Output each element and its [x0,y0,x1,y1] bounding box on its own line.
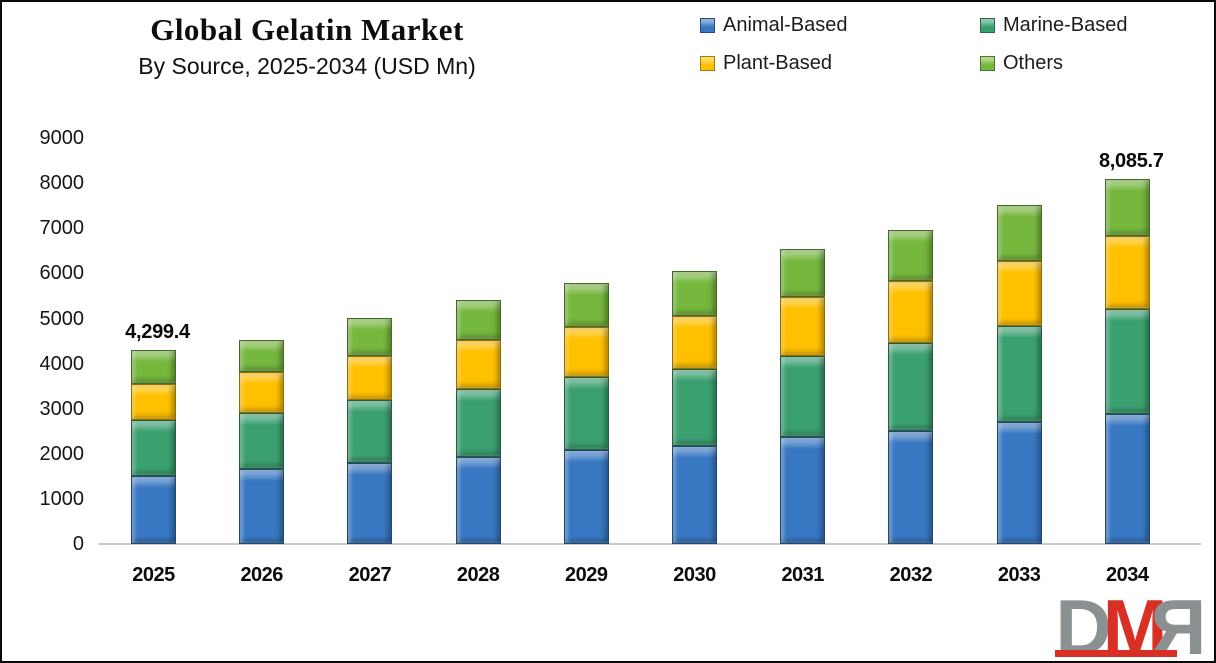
x-axis-label-2027: 2027 [348,564,392,586]
bar-segment-others [780,249,826,298]
bar-2028 [455,299,501,544]
legend-label: Marine-Based [1003,14,1128,36]
bar-segment-marine-based [996,326,1042,423]
legend-label: Others [1003,52,1064,74]
bar-segment-plant-based [996,261,1042,327]
bar-segment-animal-based [347,462,393,544]
chart-title: Global Gelatin Market [150,12,464,47]
legend-swatch-icon [700,56,715,71]
bar-segment-animal-based [563,449,609,544]
bar-segment-animal-based [131,475,176,544]
y-axis-tick-label: 9000 [39,127,85,150]
bar-segment-plant-based [131,383,176,421]
y-axis-tick-label: 3000 [39,397,85,420]
x-axis-label-2033: 2033 [997,564,1041,586]
bar-segment-plant-based [780,297,826,356]
bar-2030 [672,270,717,544]
chart-subtitle: By Source, 2025-2034 (USD Mn) [138,53,476,79]
y-axis-tick-label: 6000 [39,262,85,285]
bar-segment-others [455,299,501,340]
bar-segment-plant-based [239,372,285,413]
x-axis-label-2026: 2026 [240,564,283,586]
legend-label: Animal-Based [723,14,848,36]
bar-segment-others [672,270,717,316]
bar-2033 [996,205,1042,544]
legend-label: Plant-Based [723,52,832,74]
bar-segment-others [888,229,934,282]
bar-segment-marine-based [1104,309,1150,414]
bar-segment-plant-based [888,281,934,344]
y-axis-tick-label: 4000 [39,352,85,375]
x-axis-label-2025: 2025 [132,564,175,586]
x-axis-label-2029: 2029 [565,564,608,586]
bar-segment-others [1104,179,1150,236]
x-axis-label-2031: 2031 [781,564,824,586]
bar-2026 [239,339,285,544]
bar-segment-animal-based [672,446,717,544]
bar-segment-animal-based [1104,413,1150,544]
bar-segment-marine-based [131,420,176,476]
bar-segment-others [563,283,609,328]
bar-segment-marine-based [563,377,609,450]
legend-swatch-icon [700,18,715,33]
y-axis-tick-label: 7000 [39,217,85,240]
bar-segment-marine-based [455,389,501,457]
bar-segment-others [131,350,176,384]
bar-segment-marine-based [672,369,717,447]
bar-segment-marine-based [888,343,934,432]
data-label-2034: 8,085.7 [1098,150,1164,173]
bar-segment-plant-based [672,315,717,369]
x-axis-label-2030: 2030 [673,564,716,586]
legend-item-animal-based: Animal-Based [700,14,980,37]
bar-2025 [131,350,176,544]
bar-segment-plant-based [455,339,501,390]
dmr-logo-red-bar [1055,650,1178,657]
bar-2029 [563,283,609,544]
x-axis-label-2034: 2034 [1106,564,1149,586]
bar-segment-animal-based [888,431,934,544]
dmr-logo: D M R [1055,583,1206,663]
y-axis-tick-label: 0 [72,533,84,555]
bar-segment-others [239,339,285,373]
legend-item-plant-based: Plant-Based [700,52,980,75]
bar-segment-animal-based [239,469,285,544]
y-axis-tick-label: 5000 [39,307,85,330]
bar-segment-plant-based [347,355,393,400]
bar-segment-marine-based [239,412,285,470]
bar-2031 [780,249,826,544]
logo-letter-d: D [1055,583,1111,663]
bar-segment-animal-based [996,422,1042,544]
bar-2027 [347,318,393,544]
bar-segment-plant-based [1104,235,1150,310]
bar-2034 [1104,179,1150,544]
legend-item-marine-based: Marine-Based [980,14,1128,37]
legend-item-others: Others [980,52,1128,75]
title-block: Global Gelatin Market By Source, 2025-20… [100,12,514,80]
x-axis-label-2028: 2028 [456,564,500,586]
bar-2032 [888,229,934,544]
bar-segment-plant-based [563,327,609,378]
data-label-2025: 4,299.4 [125,321,190,344]
y-axis-tick-label: 2000 [39,442,85,465]
bar-segment-animal-based [780,437,826,544]
logo-letter-m: M [1102,583,1168,663]
bar-segment-others [347,318,393,356]
x-axis-line [99,543,1201,545]
bar-segment-others [996,205,1042,262]
legend: Animal-Based Marine-Based Plant-Based Other… [700,14,1128,75]
y-axis-tick-label: 1000 [39,487,85,510]
x-axis-label-2032: 2032 [889,564,933,586]
dmr-logo-letters: D M R [1055,583,1206,663]
y-axis-tick-label: 8000 [39,172,85,195]
bar-segment-animal-based [455,456,501,544]
bar-segment-marine-based [347,399,393,463]
bar-segment-marine-based [780,355,826,438]
legend-swatch-icon [980,18,995,33]
logo-letter-r: R [1149,583,1206,663]
legend-swatch-icon [980,56,995,71]
